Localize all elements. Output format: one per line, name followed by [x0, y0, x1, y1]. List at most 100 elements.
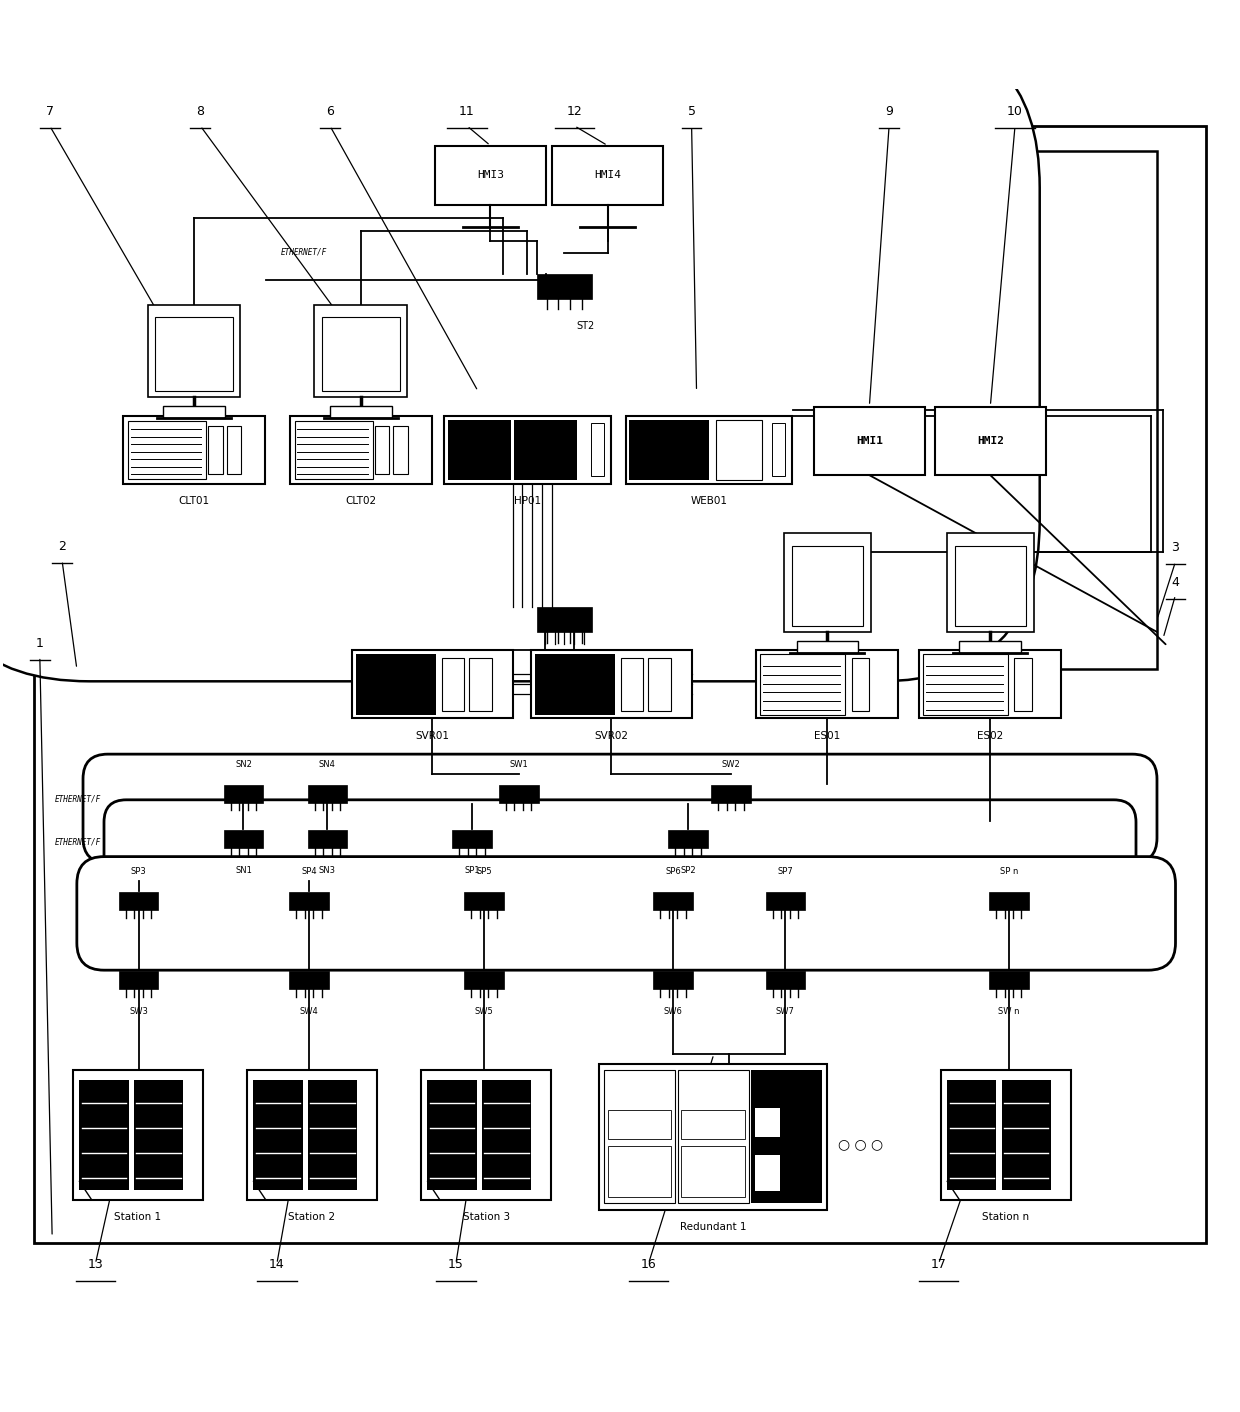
FancyBboxPatch shape: [712, 785, 751, 802]
Text: 9: 9: [885, 106, 893, 119]
Text: HMI4: HMI4: [594, 171, 621, 181]
FancyBboxPatch shape: [308, 830, 347, 849]
FancyBboxPatch shape: [773, 424, 785, 476]
Text: ○ ○ ○: ○ ○ ○: [838, 1137, 883, 1151]
Text: SW4: SW4: [300, 1007, 319, 1017]
Text: SP1: SP1: [464, 867, 480, 875]
FancyBboxPatch shape: [760, 654, 846, 714]
FancyBboxPatch shape: [552, 145, 663, 205]
Text: SN2: SN2: [236, 760, 252, 770]
FancyBboxPatch shape: [653, 971, 693, 988]
FancyBboxPatch shape: [755, 1107, 780, 1137]
FancyBboxPatch shape: [919, 651, 1061, 719]
FancyBboxPatch shape: [960, 641, 1022, 652]
FancyBboxPatch shape: [469, 658, 492, 710]
FancyBboxPatch shape: [356, 654, 436, 714]
Text: ES02: ES02: [977, 730, 1003, 741]
Text: SW7: SW7: [776, 1007, 795, 1017]
FancyBboxPatch shape: [441, 658, 465, 710]
Text: ETHERNET/F: ETHERNET/F: [280, 247, 327, 256]
Text: Station 3: Station 3: [463, 1211, 510, 1223]
FancyBboxPatch shape: [756, 651, 898, 719]
FancyBboxPatch shape: [1002, 1080, 1050, 1190]
Text: SP n: SP n: [999, 867, 1018, 877]
FancyBboxPatch shape: [621, 658, 644, 710]
Text: SN1: SN1: [236, 867, 252, 875]
FancyBboxPatch shape: [223, 830, 263, 849]
FancyBboxPatch shape: [315, 305, 407, 397]
Text: SW1: SW1: [510, 760, 528, 770]
FancyBboxPatch shape: [247, 1070, 377, 1200]
FancyBboxPatch shape: [755, 1155, 780, 1192]
FancyBboxPatch shape: [1014, 658, 1032, 710]
Text: HMI1: HMI1: [856, 435, 883, 446]
FancyBboxPatch shape: [393, 426, 408, 474]
FancyBboxPatch shape: [482, 1080, 531, 1190]
FancyBboxPatch shape: [0, 27, 1039, 682]
FancyBboxPatch shape: [119, 971, 159, 988]
FancyBboxPatch shape: [537, 274, 591, 298]
FancyBboxPatch shape: [681, 1147, 745, 1197]
FancyBboxPatch shape: [33, 126, 1207, 1243]
FancyBboxPatch shape: [534, 654, 615, 714]
FancyBboxPatch shape: [751, 1070, 822, 1203]
FancyBboxPatch shape: [653, 892, 693, 909]
Text: 5: 5: [688, 106, 696, 119]
Text: 2: 2: [58, 539, 66, 554]
FancyBboxPatch shape: [990, 971, 1029, 988]
Text: ES01: ES01: [815, 730, 841, 741]
FancyBboxPatch shape: [813, 407, 925, 474]
FancyBboxPatch shape: [947, 534, 1033, 633]
Text: Station 2: Station 2: [289, 1211, 336, 1223]
Text: HP01: HP01: [513, 496, 541, 505]
Text: SP7: SP7: [777, 867, 794, 877]
Text: Station 1: Station 1: [114, 1211, 161, 1223]
FancyBboxPatch shape: [164, 407, 224, 418]
FancyBboxPatch shape: [295, 421, 373, 479]
Text: SP5: SP5: [476, 867, 492, 877]
Text: SP6: SP6: [665, 867, 681, 877]
Text: 16: 16: [641, 1258, 656, 1271]
FancyBboxPatch shape: [155, 318, 233, 391]
FancyBboxPatch shape: [935, 407, 1045, 474]
FancyBboxPatch shape: [629, 419, 709, 480]
FancyBboxPatch shape: [104, 799, 1136, 904]
Text: HMI2: HMI2: [977, 435, 1004, 446]
Text: SP2: SP2: [680, 867, 696, 875]
Text: Redundant 1: Redundant 1: [680, 1221, 746, 1233]
FancyBboxPatch shape: [119, 892, 159, 909]
FancyBboxPatch shape: [208, 426, 222, 474]
FancyBboxPatch shape: [308, 1080, 357, 1190]
FancyBboxPatch shape: [352, 651, 512, 719]
FancyBboxPatch shape: [515, 419, 578, 480]
FancyBboxPatch shape: [531, 651, 692, 719]
FancyBboxPatch shape: [444, 417, 611, 484]
Text: 7: 7: [46, 106, 53, 119]
FancyBboxPatch shape: [465, 892, 503, 909]
FancyBboxPatch shape: [453, 830, 491, 849]
Text: SVR02: SVR02: [594, 730, 629, 741]
FancyBboxPatch shape: [374, 426, 389, 474]
FancyBboxPatch shape: [681, 1110, 745, 1139]
FancyBboxPatch shape: [253, 1080, 303, 1190]
FancyBboxPatch shape: [784, 534, 870, 633]
FancyBboxPatch shape: [668, 830, 708, 849]
Text: 6: 6: [326, 106, 334, 119]
FancyBboxPatch shape: [79, 1080, 129, 1190]
FancyBboxPatch shape: [77, 857, 1176, 970]
FancyBboxPatch shape: [123, 417, 265, 484]
Text: WEB01: WEB01: [691, 496, 728, 505]
FancyBboxPatch shape: [465, 971, 503, 988]
FancyBboxPatch shape: [955, 545, 1027, 626]
Text: SW6: SW6: [663, 1007, 682, 1017]
FancyBboxPatch shape: [941, 1070, 1070, 1200]
Text: 1: 1: [36, 637, 43, 651]
FancyBboxPatch shape: [83, 754, 1157, 863]
FancyBboxPatch shape: [765, 892, 805, 909]
Text: 17: 17: [930, 1258, 946, 1271]
Text: 4: 4: [1172, 576, 1179, 589]
Text: 15: 15: [448, 1258, 464, 1271]
FancyBboxPatch shape: [599, 1065, 827, 1210]
FancyBboxPatch shape: [428, 1080, 476, 1190]
Text: 3: 3: [1172, 541, 1179, 554]
